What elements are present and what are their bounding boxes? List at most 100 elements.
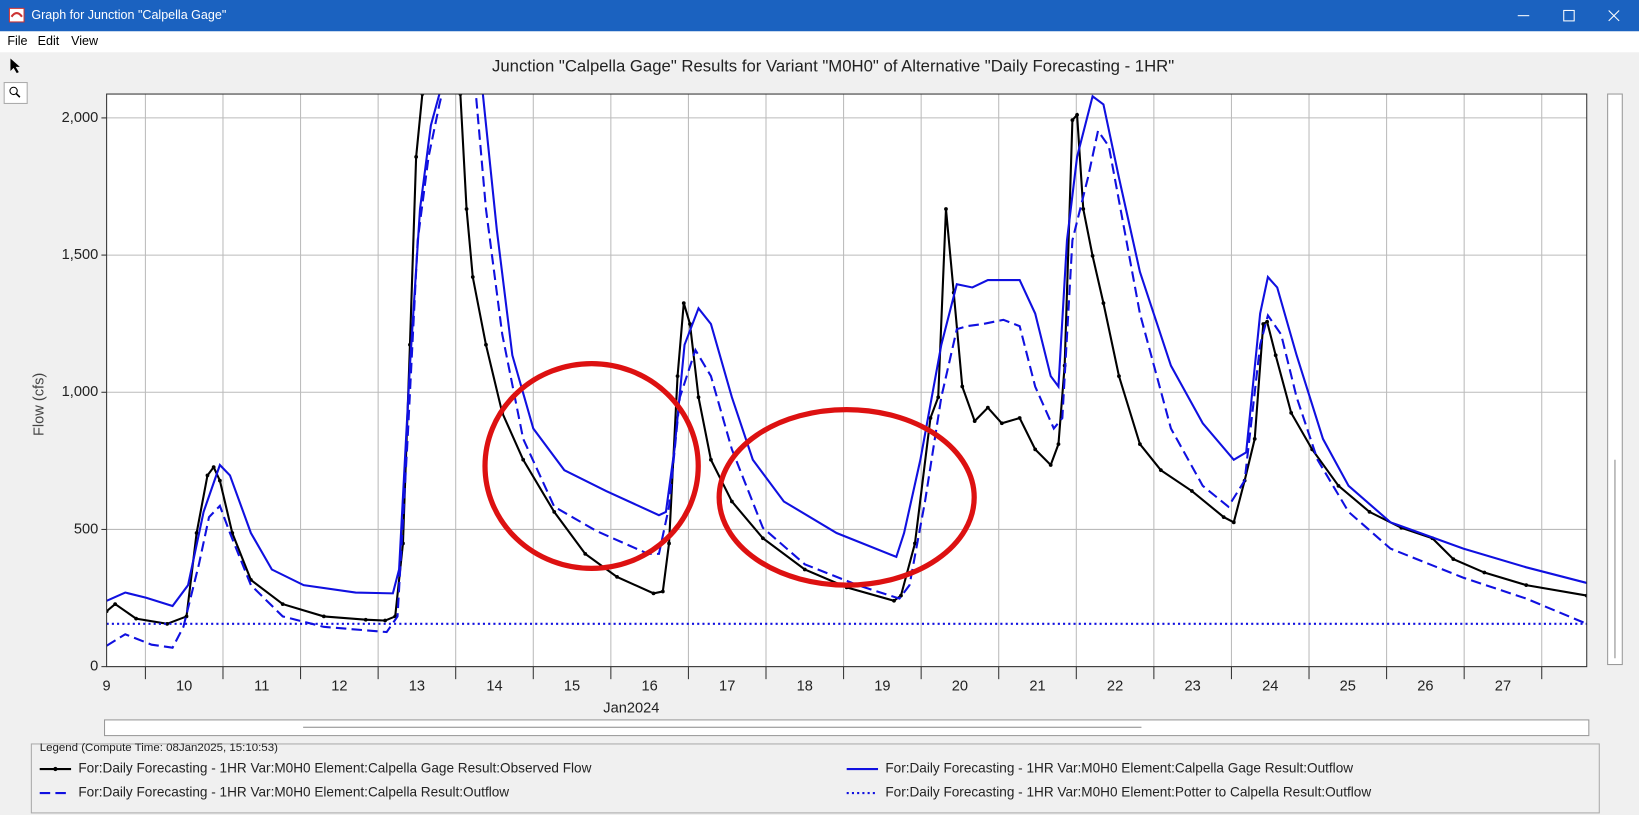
data-point: [1261, 322, 1266, 326]
data-point: [321, 614, 326, 619]
data-point: [729, 499, 734, 504]
data-point: [1451, 557, 1456, 561]
data-point: [1273, 353, 1278, 358]
data-point: [1158, 468, 1163, 473]
plot-border: [106, 93, 1588, 668]
data-point: [134, 616, 138, 621]
data-point: [761, 536, 765, 541]
legend-marker: [53, 766, 58, 772]
x-tick-label: 10: [176, 678, 192, 694]
data-point: [194, 531, 199, 535]
data-point: [1265, 319, 1270, 324]
data-point: [688, 322, 692, 326]
series-line: [106, 94, 1587, 608]
data-point: [944, 207, 948, 211]
zoom-icon: [9, 86, 18, 96]
data-point: [583, 551, 588, 556]
data-point: [521, 457, 526, 462]
data-point: [667, 541, 671, 546]
data-point: [383, 618, 387, 623]
data-point: [936, 395, 941, 400]
data-point: [972, 419, 977, 423]
data-point: [615, 575, 619, 579]
series-line: [106, 94, 1587, 649]
x-tick-label: 18: [797, 678, 813, 694]
data-point: [1524, 583, 1529, 588]
close-button[interactable]: [1608, 10, 1620, 22]
data-point: [1101, 301, 1106, 305]
data-point: [913, 541, 917, 546]
data-point: [1033, 447, 1038, 452]
data-point: [470, 275, 475, 279]
data-point: [1336, 483, 1341, 488]
legend-label: For:Daily Forecasting - 1HR Var:M0H0 Ele…: [78, 761, 591, 776]
data-point: [184, 614, 189, 619]
data-point: [802, 567, 807, 572]
pointer-tool[interactable]: [10, 58, 20, 74]
legend-box: [30, 743, 1600, 814]
y-tick-label: 0: [90, 658, 98, 674]
data-point: [709, 457, 713, 462]
v-scrollbar[interactable]: [1607, 93, 1623, 666]
data-point: [363, 617, 368, 622]
x-axis-label: Jan2024: [603, 700, 659, 716]
menu-item[interactable]: File: [7, 34, 27, 48]
x-tick-label: 16: [641, 678, 657, 694]
legend-label: For:Daily Forecasting - 1HR Var:M0H0 Ele…: [885, 761, 1353, 776]
data-point: [1090, 254, 1095, 258]
data-point: [928, 416, 933, 420]
x-tick-label: 12: [331, 678, 347, 694]
data-point: [1367, 510, 1372, 514]
annotation-circle: [482, 361, 701, 572]
data-point: [681, 301, 686, 305]
data-point: [999, 421, 1004, 426]
legend-title: Legend (Compute Time: 08Jan2025, 15:10:5…: [40, 742, 278, 754]
x-tick-label: 26: [1417, 678, 1433, 694]
x-tick-label: 9: [103, 678, 111, 694]
y-tick-label: 1,000: [62, 384, 99, 400]
data-point: [1075, 113, 1079, 117]
menu-item[interactable]: View: [71, 34, 99, 48]
data-point: [1138, 442, 1142, 447]
data-point: [1048, 463, 1053, 467]
x-tick-label: 17: [719, 678, 735, 694]
data-point: [280, 602, 285, 606]
maximize-button[interactable]: [1563, 9, 1575, 22]
x-tick-label: 14: [486, 678, 502, 694]
x-tick-label: 23: [1185, 678, 1201, 694]
data-point: [552, 510, 557, 514]
x-tick-label: 21: [1029, 678, 1045, 694]
x-tick-label: 19: [874, 678, 890, 694]
menu-item[interactable]: Edit: [38, 34, 60, 48]
y-tick-label: 1,500: [62, 247, 99, 263]
x-tick-label: 20: [952, 678, 968, 694]
data-point: [899, 593, 903, 598]
app-icon-mark: [10, 12, 23, 18]
y-tick-label: 2,000: [62, 110, 99, 126]
data-point: [414, 154, 419, 159]
x-tick-label: 27: [1495, 678, 1511, 694]
legend-label: For:Daily Forecasting - 1HR Var:M0H0 Ele…: [885, 785, 1371, 800]
data-point: [1221, 515, 1226, 519]
data-point: [1117, 374, 1121, 378]
plot-area: [106, 94, 1587, 667]
data-point: [1252, 437, 1257, 441]
data-point: [1289, 410, 1294, 415]
data-point: [1056, 442, 1061, 447]
y-tick-label: 500: [74, 521, 98, 537]
data-point: [464, 207, 469, 211]
data-point: [660, 589, 665, 594]
data-point: [960, 384, 965, 389]
data-point: [651, 591, 656, 596]
zoom-tool[interactable]: [3, 82, 28, 104]
title-bar: [0, 0, 1639, 32]
data-point: [1070, 118, 1075, 122]
data-point: [892, 598, 896, 603]
data-point: [484, 342, 488, 347]
data-point: [1017, 416, 1022, 420]
x-tick-label: 13: [409, 678, 425, 694]
app-icon: [8, 7, 25, 23]
x-tick-label: 15: [564, 678, 580, 694]
